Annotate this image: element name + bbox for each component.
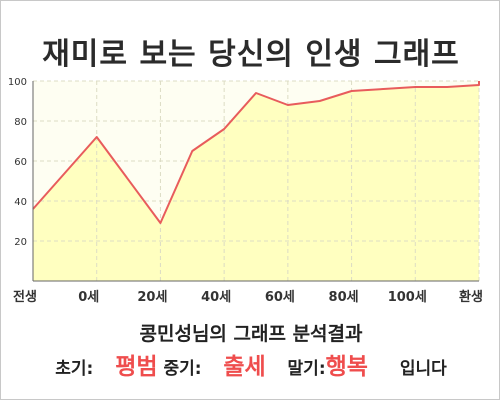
y-tick-label: 40 <box>14 197 27 208</box>
late-value: 행복 <box>325 354 368 380</box>
y-tick-label: 100 <box>8 77 27 88</box>
early-label: 초기: <box>55 359 94 379</box>
series-line <box>32 81 480 224</box>
x-tick-label: 전생 <box>13 289 37 305</box>
early-value: 평범 <box>115 354 158 380</box>
result-summary: 초기: 평범 중기: 출세 말기:행복 입니다 <box>1 347 500 381</box>
x-tick-label: 60세 <box>265 290 295 305</box>
x-tick-label: 40세 <box>201 290 231 305</box>
x-tick-label: 환생 <box>459 289 483 305</box>
y-tick-label: 20 <box>14 237 27 248</box>
y-tick-label: 60 <box>14 157 27 168</box>
x-tick-label: 100세 <box>388 290 427 305</box>
chart-title: 재미로 보는 당신의 인생 그래프 <box>42 37 460 72</box>
mid-label: 중기: <box>163 359 202 379</box>
result-title: 콩민성님의 그래프 분석결과 <box>139 323 363 345</box>
mid-value: 출세 <box>223 354 266 380</box>
y-tick-label: 80 <box>14 117 27 128</box>
suffix-text: 입니다 <box>399 359 447 379</box>
x-tick-label: 20세 <box>137 290 167 305</box>
area-fill <box>33 81 479 281</box>
x-tick-label: 0세 <box>78 290 99 305</box>
late-label: 말기: <box>287 359 326 379</box>
x-tick-label: 80세 <box>329 290 359 305</box>
